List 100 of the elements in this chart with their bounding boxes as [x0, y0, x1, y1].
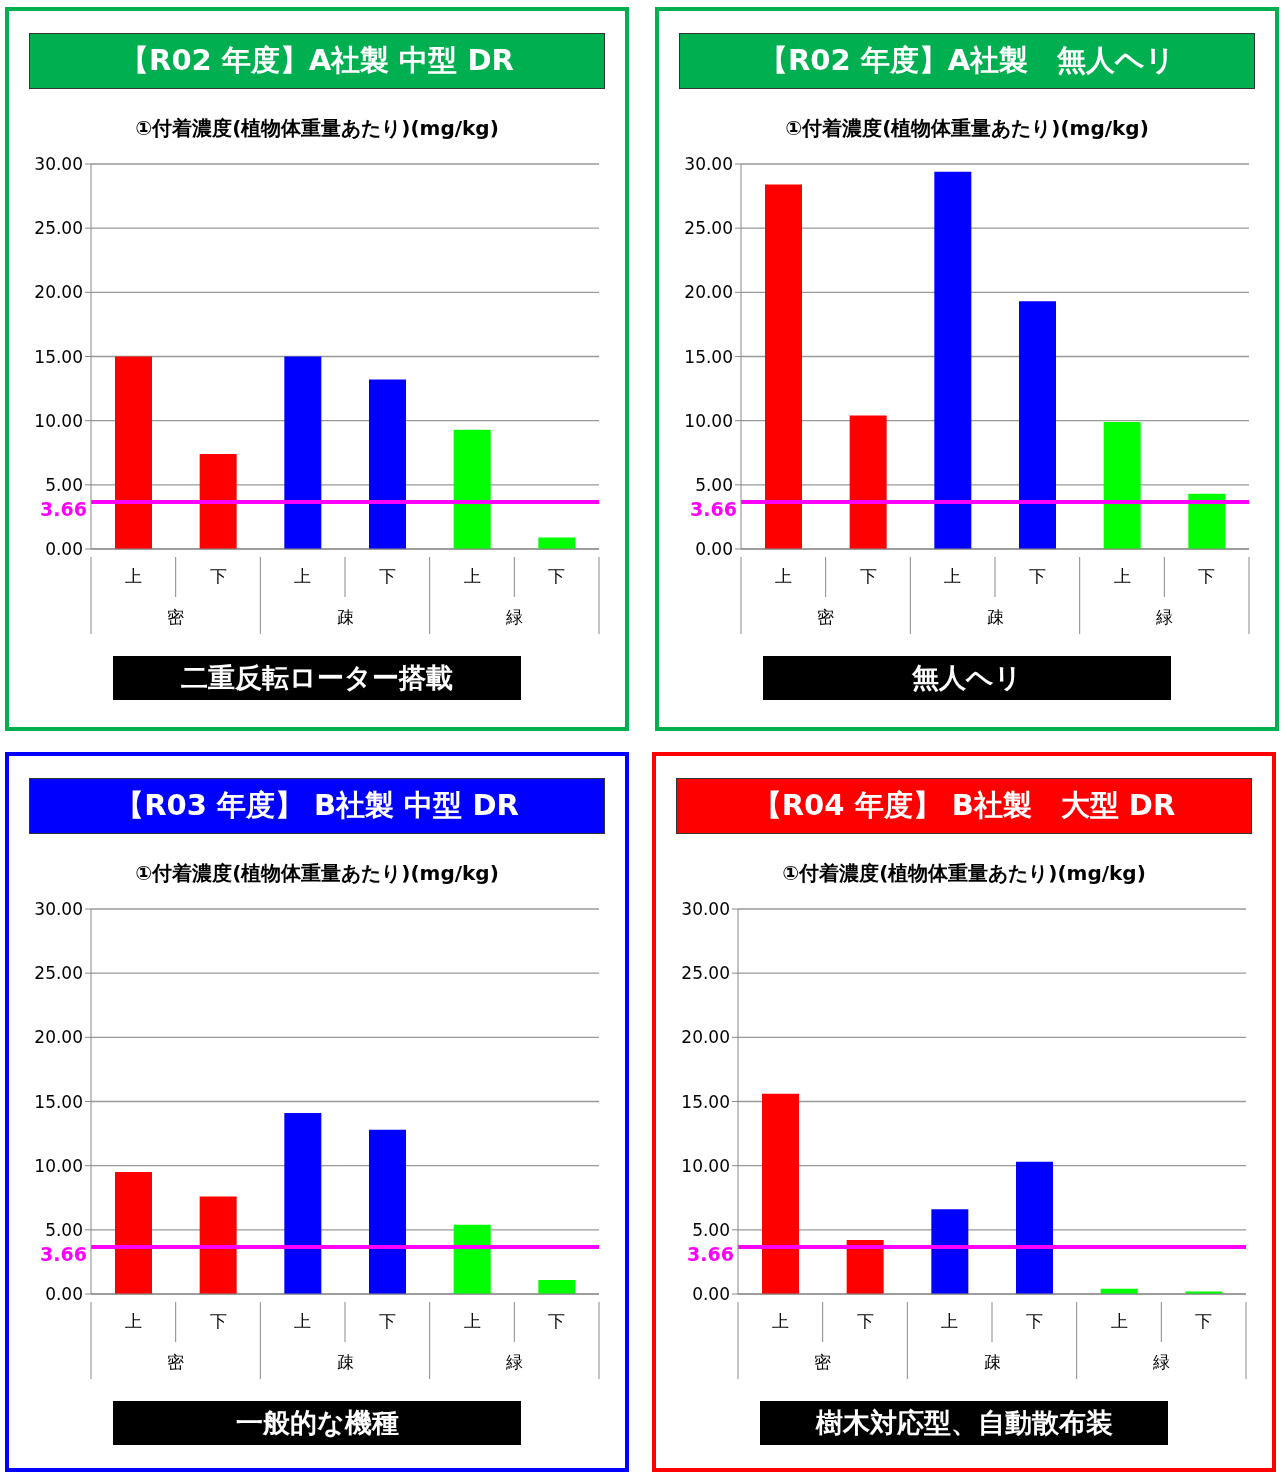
y-tick-label: 25.00 [34, 963, 83, 984]
chart-subtitle: ①付着濃度(植物体重量あたり)(mg/kg) [781, 860, 1147, 887]
x-tick-label: 下 [1025, 1311, 1043, 1331]
y-tick-label: 5.00 [45, 474, 83, 495]
chart-subtitle: ①付着濃度(植物体重量あたり)(mg/kg) [134, 115, 500, 142]
y-tick-label: 0.00 [45, 539, 83, 560]
text: 無人ヘリ [763, 656, 1171, 700]
bar [369, 1129, 406, 1294]
bar [1016, 1161, 1053, 1294]
chart-subtitle: ①付着濃度(植物体重量あたり)(mg/kg) [784, 115, 1150, 142]
ref-line-label: 3.66 [40, 1243, 87, 1266]
x-tick-label: 上 [1110, 1311, 1128, 1331]
bar [1103, 421, 1141, 549]
y-tick-label: 0.00 [692, 1284, 730, 1305]
text: 密 [814, 1352, 832, 1372]
y-tick-label: 0.00 [45, 1284, 83, 1305]
bar [199, 454, 237, 549]
x-tick-label: 上 [463, 566, 481, 586]
text: 疎 [336, 1352, 354, 1372]
x-tick-label: 上 [944, 566, 962, 586]
x-tick-label: 下 [1195, 1311, 1213, 1331]
text: 緑 [504, 607, 523, 627]
text: 緑 [504, 1352, 523, 1372]
y-tick-label: 15.00 [34, 1091, 83, 1112]
text: 二重反転ローター搭載 [113, 656, 521, 700]
text: 疎 [336, 607, 354, 627]
bar [762, 1093, 799, 1294]
bar [934, 171, 972, 549]
x-tick-label: 上 [294, 1311, 312, 1331]
chart-title: 【R04 年度】 B社製 大型 DR [676, 778, 1252, 834]
bar [1188, 493, 1226, 549]
y-tick-label: 25.00 [684, 218, 733, 239]
y-tick-label: 5.00 [695, 474, 733, 495]
ref-line-label: 3.66 [687, 1243, 734, 1266]
text: 樹木対応型、自動散布装 [760, 1401, 1168, 1445]
bar [849, 415, 887, 549]
bar [538, 537, 576, 549]
y-tick-label: 25.00 [34, 218, 83, 239]
bar [369, 379, 406, 549]
x-tick-label: 上 [463, 1311, 481, 1331]
x-tick-label: 下 [1198, 566, 1216, 586]
bar [115, 1172, 152, 1294]
text: 密 [167, 1352, 185, 1372]
y-tick-label: 15.00 [681, 1091, 730, 1112]
x-tick-label: 上 [774, 566, 792, 586]
bar [846, 1240, 884, 1294]
chart-title: 【R03 年度】 B社製 中型 DR [29, 778, 605, 834]
y-tick-label: 20.00 [34, 282, 83, 303]
x-tick-label: 下 [859, 566, 877, 586]
text: 緑 [1151, 1352, 1170, 1372]
x-tick-label: 上 [294, 566, 312, 586]
x-tick-label: 上 [771, 1311, 789, 1331]
bar [1019, 301, 1056, 549]
bar [284, 356, 322, 549]
x-tick-label: 下 [378, 1311, 396, 1331]
y-tick-label: 20.00 [684, 282, 733, 303]
y-tick-label: 10.00 [34, 410, 83, 431]
y-tick-label: 15.00 [684, 346, 733, 367]
x-tick-label: 上 [1113, 566, 1131, 586]
x-tick-label: 上 [124, 1311, 142, 1331]
y-tick-label: 15.00 [34, 346, 83, 367]
bar [538, 1279, 576, 1294]
text: 疎 [986, 607, 1004, 627]
y-tick-label: 30.00 [684, 154, 733, 175]
x-tick-label: 上 [941, 1311, 959, 1331]
chart-title: 【R02 年度】A社製 無人ヘリ [679, 33, 1255, 89]
bar [199, 1196, 237, 1294]
x-tick-label: 下 [856, 1311, 874, 1331]
y-tick-label: 5.00 [692, 1219, 730, 1240]
x-tick-label: 下 [209, 1311, 227, 1331]
x-tick-label: 下 [378, 566, 396, 586]
bar [284, 1113, 322, 1294]
text: 一般的な機種 [113, 1401, 521, 1445]
bar [115, 356, 152, 549]
text: 緑 [1154, 607, 1173, 627]
ref-line-label: 3.66 [40, 498, 87, 521]
bar [765, 184, 802, 549]
y-tick-label: 30.00 [34, 899, 83, 920]
text: 密 [167, 607, 185, 627]
x-tick-label: 下 [209, 566, 227, 586]
y-tick-label: 30.00 [681, 899, 730, 920]
x-tick-label: 下 [548, 1311, 566, 1331]
y-tick-label: 10.00 [34, 1155, 83, 1176]
y-tick-label: 30.00 [34, 154, 83, 175]
y-tick-label: 20.00 [34, 1027, 83, 1048]
x-tick-label: 下 [1028, 566, 1046, 586]
y-tick-label: 25.00 [681, 963, 730, 984]
y-tick-label: 0.00 [695, 539, 733, 560]
chart-title: 【R02 年度】A社製 中型 DR [29, 33, 605, 89]
x-tick-label: 上 [124, 566, 142, 586]
text: 密 [817, 607, 835, 627]
bar [453, 1224, 491, 1294]
text: 疎 [983, 1352, 1001, 1372]
y-tick-label: 10.00 [681, 1155, 730, 1176]
chart-subtitle: ①付着濃度(植物体重量あたり)(mg/kg) [134, 860, 500, 887]
bar [931, 1209, 969, 1294]
y-tick-label: 5.00 [45, 1219, 83, 1240]
ref-line-label: 3.66 [690, 498, 737, 521]
y-tick-label: 10.00 [684, 410, 733, 431]
y-tick-label: 20.00 [681, 1027, 730, 1048]
